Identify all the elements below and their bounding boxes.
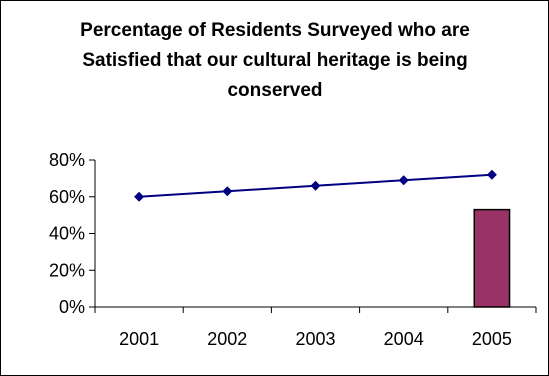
bar [473, 208, 511, 308]
y-tick-label: 40% [49, 224, 85, 244]
line-point [398, 175, 409, 186]
x-tick-label: 2002 [207, 329, 247, 349]
x-tick-label: 2004 [384, 329, 424, 349]
chart-title: Percentage of Residents Surveyed who are… [80, 20, 470, 101]
x-tick-label: 2001 [119, 329, 159, 349]
y-tick-label: 80% [49, 150, 85, 170]
y-tick-label: 60% [49, 187, 85, 207]
line-point [310, 180, 321, 191]
line-point [222, 186, 233, 197]
x-tick-label: 2005 [472, 329, 512, 349]
line-point [134, 191, 145, 202]
y-tick-label: 20% [49, 260, 85, 280]
y-tick-label: 0% [59, 297, 85, 317]
x-tick-label: 2003 [295, 329, 335, 349]
line-point [486, 169, 497, 180]
